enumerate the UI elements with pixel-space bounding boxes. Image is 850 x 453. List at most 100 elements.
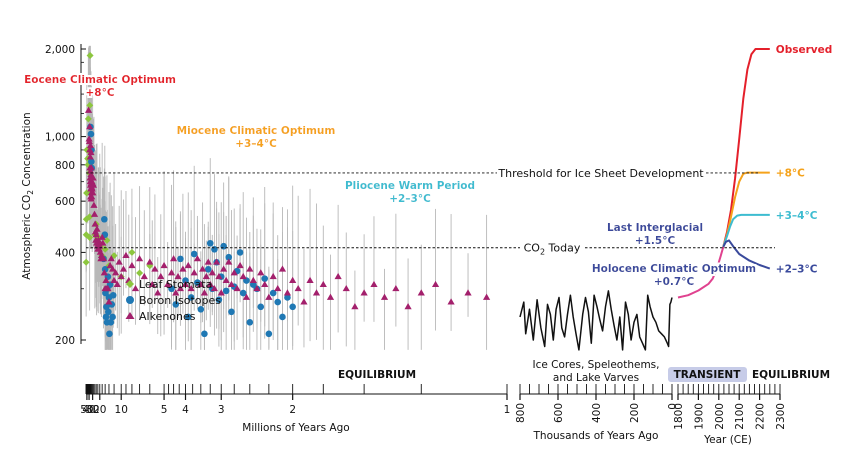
alkenones-point <box>84 106 93 113</box>
alkenones-point <box>380 293 389 300</box>
period-label-equilibrium-geologic: EQUILIBRIUM <box>338 369 416 381</box>
alkenones-point <box>206 280 214 288</box>
alkenones-point <box>148 280 156 288</box>
x-tick-label-ice-core-0: 800 <box>515 403 527 423</box>
series-line-8-c <box>722 48 770 248</box>
boron-isotopes-point <box>182 277 189 284</box>
boron-isotopes-point <box>204 265 212 273</box>
annotation-pliocene: Pliocene Warm Period +2–3°C <box>345 180 475 205</box>
boron-isotopes-point <box>197 305 205 313</box>
alkenones-point <box>87 164 95 171</box>
alkenones-point <box>160 261 168 269</box>
alkenones-point <box>249 276 257 284</box>
x-tick-label-geologic-4: 10 <box>115 404 128 416</box>
x-axis-modern: 1800 1900 2000 2100 2200 2300 Year (CE) <box>673 384 787 446</box>
boron-isotopes-point <box>103 303 110 311</box>
boron-isotopes-point <box>265 330 273 338</box>
alkenones-point <box>208 269 216 276</box>
alkenones-point <box>89 181 97 188</box>
x-tick-label-geologic-0: 50 <box>80 404 93 416</box>
annotation-holocene-title: Holocene Climatic Optimum <box>592 263 756 275</box>
annotation-eocene: Eocene Climatic Optimum +8°C <box>24 74 176 99</box>
alkenones-point <box>86 153 94 160</box>
leaf-stomata-point <box>84 115 92 123</box>
y-axis-label-rest: Concentration <box>21 112 33 190</box>
alkenones-point <box>92 230 100 238</box>
co2-today-label-main: CO <box>524 242 541 255</box>
leaf-stomata-point <box>86 234 94 242</box>
alkenones-point <box>146 258 154 265</box>
alkenones-point <box>117 272 125 280</box>
y-tick-label-0: 200 <box>55 335 75 347</box>
alkenones-point <box>100 269 108 276</box>
alkenones-point <box>94 236 102 243</box>
boron-isotopes-point <box>257 303 265 311</box>
alkenones-point <box>242 293 251 300</box>
scenario-label-8c: Observed <box>776 44 832 56</box>
x-ticks-ice-core: 800 600 400 200 0 <box>515 384 679 423</box>
alkenones-point <box>447 298 455 305</box>
alkenones-point <box>88 193 96 200</box>
x-tick-label-modern-1: 1900 <box>693 403 705 430</box>
boron-isotopes-point <box>225 253 233 261</box>
alkenones-point <box>233 284 241 292</box>
legend-marker-leaf-stomata <box>126 280 134 288</box>
period-label-transient: TRANSIENT <box>674 369 742 381</box>
leaf-stomata-point <box>101 245 109 253</box>
annotation-last-interglacial-title: Last Interglacial <box>607 222 703 234</box>
alkenones-point <box>86 141 95 149</box>
alkenones-point <box>265 293 273 300</box>
y-tick-label-3: 800 <box>55 160 75 172</box>
alkenones-point <box>217 289 225 296</box>
alkenones-point <box>119 265 128 272</box>
period-label-ice-cores-line2: and Lake Varves <box>553 372 639 384</box>
y-ticks: 200 400 600 800 1,000 2,000 <box>45 44 86 347</box>
y-tick-label-5: 2,000 <box>45 44 75 56</box>
boron-isotopes-point <box>284 294 291 301</box>
y-tick-label-4: 1,000 <box>45 132 75 144</box>
series-line-1-c <box>722 239 771 270</box>
alkenones-point <box>417 289 425 296</box>
annotations: Eocene Climatic Optimum +8°C Miocene Cli… <box>24 74 756 288</box>
alkenones-point <box>131 284 140 292</box>
alkenones-point <box>128 261 136 269</box>
annotation-eocene-value: +8°C <box>85 87 114 99</box>
leaf-stomata-point <box>85 213 93 221</box>
alkenones-point <box>351 303 359 310</box>
alkenones-point <box>187 284 195 292</box>
annotation-holocene: Holocene Climatic Optimum +0.7°C <box>592 263 756 288</box>
legend-marker-alkenones <box>125 312 135 319</box>
x-tick-label-geologic-1: 40 <box>82 404 95 416</box>
x-tick-label-geologic-7: 3 <box>218 404 225 416</box>
alkenones-point <box>246 265 254 272</box>
x-tick-label-geologic-2: 30 <box>86 404 99 416</box>
alkenones-point <box>190 269 198 276</box>
co2-today-label: CO2 Today <box>524 242 581 257</box>
alkenones-point <box>227 280 236 288</box>
alkenones-point <box>90 210 99 217</box>
alkenones-point <box>202 272 210 280</box>
alkenones-point <box>102 276 110 284</box>
alkenones-point <box>283 289 292 296</box>
data-marks <box>82 51 491 338</box>
alkenones-point <box>360 289 368 296</box>
x-axis-modern-label: Year (CE) <box>703 434 752 446</box>
alkenones-point <box>236 261 244 269</box>
alkenones-point <box>319 280 327 288</box>
alkenones-point <box>86 167 95 174</box>
boron-isotopes-point <box>279 313 286 321</box>
x-tick-label-geologic-9: 1 <box>504 404 511 416</box>
alkenones-point <box>278 265 287 272</box>
boron-isotopes-point <box>87 130 95 138</box>
x-tick-label-geologic-5: 5 <box>161 404 168 416</box>
y-tick-label-1: 400 <box>55 247 75 259</box>
boron-isotopes-point <box>105 308 112 316</box>
alkenones-point <box>342 284 350 292</box>
boron-isotopes-point <box>239 289 247 297</box>
alkenones-point <box>269 272 277 280</box>
alkenones-point <box>300 298 308 305</box>
alkenones-point <box>210 284 219 292</box>
boron-isotopes-point <box>274 298 282 306</box>
annotation-last-interglacial: Last Interglacial +1.5°C <box>607 222 703 247</box>
